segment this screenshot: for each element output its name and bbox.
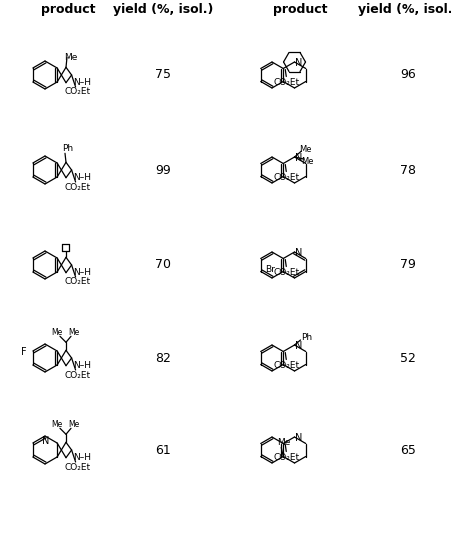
Text: N–H: N–H (73, 268, 91, 277)
Text: yield (%, isol.): yield (%, isol.) (357, 3, 451, 16)
Text: N: N (294, 341, 302, 351)
Text: Ph: Ph (300, 333, 311, 341)
Text: N–H: N–H (73, 361, 91, 370)
Text: yield (%, isol.): yield (%, isol.) (113, 3, 213, 16)
Text: Me: Me (277, 438, 290, 447)
Text: CO₂Et: CO₂Et (272, 453, 299, 462)
Text: N: N (294, 248, 302, 258)
Text: product: product (41, 3, 95, 16)
Text: product: product (272, 3, 327, 16)
Text: Me: Me (51, 328, 63, 337)
Text: 52: 52 (399, 351, 415, 364)
Text: 78: 78 (399, 163, 415, 176)
Text: Me: Me (51, 420, 63, 429)
Text: Me: Me (301, 157, 313, 165)
Text: 61: 61 (155, 443, 170, 456)
Text: N–H: N–H (73, 453, 91, 462)
Text: CO₂Et: CO₂Et (272, 78, 299, 87)
Text: CO₂Et: CO₂Et (272, 361, 299, 370)
Text: 70: 70 (155, 259, 170, 271)
Text: 65: 65 (399, 443, 415, 456)
Text: N–H: N–H (73, 78, 91, 87)
Text: CO₂Et: CO₂Et (64, 88, 91, 96)
Text: Ph: Ph (62, 144, 74, 153)
Text: CO₂Et: CO₂Et (64, 182, 91, 191)
Text: Me: Me (68, 328, 79, 337)
Text: 99: 99 (155, 163, 170, 176)
Text: N: N (294, 433, 302, 443)
Text: CO₂Et: CO₂Et (272, 268, 299, 277)
Text: 79: 79 (399, 259, 415, 271)
Text: Me: Me (299, 145, 311, 153)
Text: Me: Me (64, 53, 78, 62)
Text: CO₂Et: CO₂Et (64, 463, 91, 471)
Text: N–H: N–H (73, 173, 91, 182)
Text: N: N (42, 436, 50, 446)
Text: 75: 75 (155, 68, 170, 82)
Text: N: N (294, 58, 302, 68)
Text: CO₂Et: CO₂Et (64, 370, 91, 380)
Text: Br: Br (264, 265, 274, 273)
Text: N: N (294, 153, 302, 163)
Text: 96: 96 (399, 68, 415, 82)
Text: CO₂Et: CO₂Et (272, 173, 299, 182)
Text: F: F (21, 347, 27, 357)
Text: CO₂Et: CO₂Et (64, 277, 91, 287)
Text: 82: 82 (155, 351, 170, 364)
Text: Me: Me (68, 420, 79, 429)
